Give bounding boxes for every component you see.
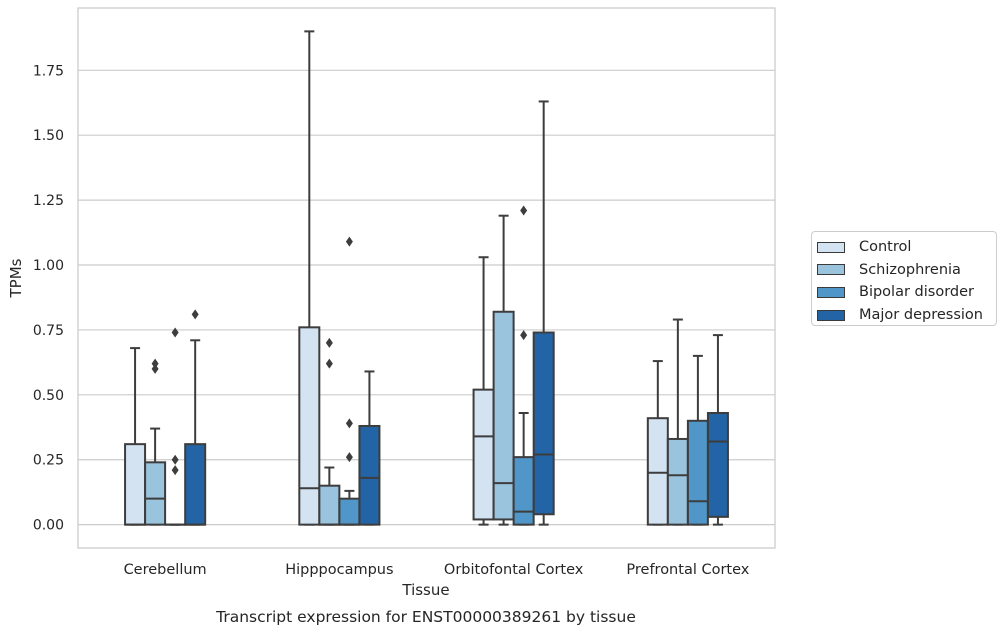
outlier-point [171,454,179,465]
outlier-point [171,465,179,476]
x-tick-labels: Cerebellum Hipppocampus Orbitofontal Corte… [124,562,750,578]
boxes [124,30,729,526]
y-tick-labels: 0.00 0.25 0.50 0.75 1.00 1.25 1.50 1.75 [33,63,64,533]
y-tick-label-0-75: 0.75 [33,323,64,339]
y-tick-label-1-00: 1.00 [33,258,64,274]
box-prefrontal-cortex-bipolar-disorder [686,354,709,526]
box-body [472,388,495,521]
x-tick-label-cerebellum: Cerebellum [124,562,207,578]
x-tick-label-orbitofontal-cortex: Orbitofontal Cortex [444,562,584,578]
box-orbitofontal-cortex-major-depression [532,100,555,526]
legend-item-major-depression: Major depression [817,304,996,327]
chart-caption: Transcript expression for ENST0000038926… [215,608,636,626]
legend-label-control: Control [859,239,912,256]
box-body [706,412,729,518]
box-cerebellum-schizophrenia [144,358,167,526]
outlier-point [345,418,353,429]
legend-swatch-control [817,241,845,253]
x-tick-label-hipppocampus: Hipppocampus [285,562,393,578]
box-body [532,331,555,516]
legend-label-schizophrenia: Schizophrenia [859,261,961,278]
box-prefrontal-cortex-schizophrenia [666,318,689,526]
outlier-point [345,452,353,463]
y-tick-label-1-25: 1.25 [33,193,64,209]
box-prefrontal-cortex-control [646,360,669,526]
outlier-point [151,363,159,374]
y-tick-label-0-00: 0.00 [33,518,64,534]
legend: Control Schizophrenia Bipolar disorder M… [811,231,997,326]
box-body [492,310,515,521]
outlier-point [325,358,333,369]
box-hipppocampus-control [298,30,321,526]
outlier-point [171,327,179,338]
y-axis-label: TPMs [7,258,25,298]
legend-swatch-bipolar-disorder [817,286,845,298]
box-body [338,497,361,526]
legend-item-control: Control [817,236,996,259]
box-body [124,443,147,526]
x-axis-label: Tissue [401,581,449,599]
outlier-point [345,236,353,247]
y-tick-label-0-25: 0.25 [33,453,64,469]
box-body [512,456,535,526]
box-cerebellum-control [124,347,147,526]
box-hipppocampus-major-depression [358,370,381,526]
box-prefrontal-cortex-major-depression [706,334,729,526]
y-tick-label-1-75: 1.75 [33,63,64,79]
box-body [184,443,207,526]
box-body [646,417,669,526]
legend-item-schizophrenia: Schizophrenia [817,259,996,282]
legend-swatch-major-depression [817,309,845,321]
y-tick-label-1-50: 1.50 [33,128,64,144]
box-hipppocampus-schizophrenia [318,337,341,526]
legend-item-bipolar-disorder: Bipolar disorder [817,281,996,304]
box-body [686,419,709,526]
legend-label-major-depression: Major depression [859,307,983,324]
box-orbitofontal-cortex-bipolar-disorder [512,205,535,526]
legend-label-bipolar-disorder: Bipolar disorder [859,284,974,301]
outlier-point [325,337,333,348]
box-body [318,484,341,526]
box-body [358,424,381,526]
outlier-point [520,330,528,341]
outlier-point [520,205,528,216]
plot-area-frame [77,7,776,549]
box-cerebellum-major-depression [184,309,207,526]
outlier-point [191,309,199,320]
box-body [666,437,689,526]
box-orbitofontal-cortex-control [472,256,495,526]
box-hipppocampus-bipolar-disorder [338,236,361,526]
legend-swatch-schizophrenia [817,264,845,276]
box-body [298,326,321,526]
box-body [144,461,167,526]
y-tick-label-0-50: 0.50 [33,388,64,404]
outlier-point [151,358,159,369]
box-cerebellum-bipolar-disorder [164,327,187,526]
box-orbitofontal-cortex-schizophrenia [492,214,515,526]
x-tick-label-prefrontal-cortex: Prefrontal Cortex [626,562,749,578]
